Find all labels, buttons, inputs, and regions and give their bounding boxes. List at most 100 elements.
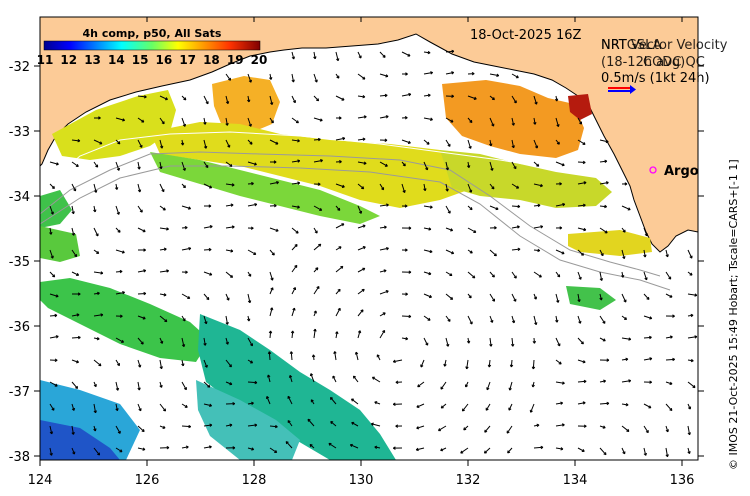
- velocity-vector: [511, 183, 519, 189]
- velocity-vector-head: [470, 207, 473, 210]
- velocity-vector: [416, 447, 425, 451]
- velocity-vector-head: [77, 139, 81, 142]
- velocity-vector: [555, 315, 558, 323]
- velocity-vector: [599, 205, 607, 208]
- velocity-vector-head: [293, 79, 295, 83]
- velocity-vector-head: [76, 360, 79, 363]
- velocity-vector-head: [351, 422, 354, 425]
- velocity-vector-head: [270, 287, 273, 290]
- velocity-vector-head: [316, 286, 320, 289]
- velocity-vector: [577, 337, 584, 345]
- velocity-vector: [159, 227, 169, 230]
- velocity-vector-head: [582, 203, 586, 206]
- velocity-vector: [555, 359, 562, 365]
- velocity-vector-head: [583, 181, 587, 183]
- velocity-vector: [115, 117, 125, 121]
- scale-label: 0.5m/s (1kt 24h): [601, 71, 710, 86]
- velocity-vector-head: [625, 316, 628, 320]
- velocity-vector: [269, 181, 279, 185]
- velocity-vector: [489, 161, 493, 171]
- velocity-vector-head: [229, 382, 233, 385]
- velocity-vector-head: [142, 119, 145, 123]
- velocity-vector: [49, 381, 58, 387]
- velocity-vector-head: [333, 351, 336, 354]
- velocity-vector: [269, 117, 274, 124]
- velocity-vector-head: [540, 183, 543, 187]
- velocity-vector-head: [670, 381, 673, 385]
- velocity-vector: [291, 205, 300, 208]
- velocity-vector: [203, 161, 209, 168]
- velocity-vector-head: [267, 351, 270, 355]
- velocity-vector-head: [429, 294, 432, 298]
- velocity-vector: [225, 293, 230, 301]
- velocity-vector: [621, 447, 626, 455]
- velocity-vector: [533, 95, 538, 105]
- velocity-vector: [555, 271, 561, 278]
- velocity-vector-head: [317, 98, 320, 101]
- sst-patch-teal-diag: [198, 314, 396, 460]
- velocity-vector-head: [120, 314, 123, 317]
- velocity-vector: [247, 447, 254, 450]
- velocity-vector-head: [465, 385, 469, 388]
- velocity-vector: [687, 447, 691, 454]
- velocity-vector-head: [468, 340, 471, 344]
- velocity-vector: [687, 381, 696, 388]
- velocity-vector-head: [562, 251, 565, 254]
- velocity-vector-head: [184, 167, 186, 171]
- velocity-vector: [225, 95, 229, 104]
- velocity-vector: [225, 424, 233, 427]
- velocity-vector: [555, 402, 563, 405]
- velocity-vector-head: [276, 228, 279, 232]
- velocity-vector: [247, 337, 253, 347]
- velocity-vector: [423, 315, 431, 321]
- velocity-vector-head: [250, 141, 253, 145]
- velocity-vector-head: [166, 227, 169, 230]
- velocity-title: NRT Vector Velocity: [601, 38, 728, 53]
- velocity-vector: [291, 160, 300, 163]
- velocity-vector-head: [536, 423, 540, 426]
- velocity-vector-head: [672, 357, 675, 360]
- velocity-vector-head: [583, 227, 587, 231]
- velocity-vector: [269, 227, 279, 232]
- velocity-vector: [290, 351, 293, 361]
- velocity-vector: [313, 117, 323, 121]
- velocity-vector-head: [50, 231, 53, 235]
- velocity-vector-head: [582, 160, 586, 163]
- velocity-vector: [467, 139, 472, 149]
- velocity-vector-head: [385, 74, 389, 77]
- velocity-vector: [225, 271, 233, 278]
- velocity-vector: [489, 117, 495, 127]
- velocity-vector-head: [517, 204, 521, 208]
- velocity-vector-head: [138, 166, 141, 170]
- velocity-vector: [247, 381, 257, 384]
- velocity-vector: [203, 381, 211, 388]
- velocity-vector: [269, 425, 278, 428]
- velocity-vector-head: [254, 423, 258, 426]
- velocity-vector-head: [513, 122, 515, 126]
- velocity-vector-head: [73, 407, 76, 411]
- velocity-vector-head: [232, 446, 236, 449]
- velocity-vector: [643, 403, 652, 409]
- velocity-vector: [93, 249, 99, 254]
- sst-patch-cyan-mid: [196, 380, 300, 460]
- velocity-vector: [269, 330, 272, 339]
- y-tick-label: -37: [9, 385, 30, 400]
- velocity-vector-head: [95, 410, 97, 414]
- velocity-vector: [467, 227, 477, 233]
- velocity-vector: [507, 447, 513, 454]
- velocity-vector: [137, 447, 146, 451]
- velocity-vector: [665, 249, 669, 257]
- velocity-vector-head: [393, 361, 396, 364]
- velocity-vector-head: [474, 96, 477, 100]
- x-tick-label: 134: [563, 473, 588, 488]
- velocity-subtitle: (18-12h avg): [601, 55, 685, 70]
- velocity-vector-head: [471, 71, 475, 75]
- velocity-vector: [687, 336, 697, 339]
- velocity-vector: [355, 352, 359, 361]
- velocity-vector: [467, 95, 477, 100]
- velocity-vector-head: [205, 145, 208, 149]
- velocity-vector-head: [428, 271, 432, 275]
- velocity-vector: [159, 403, 166, 412]
- velocity-vector-head: [395, 425, 399, 428]
- velocity-vector: [599, 271, 603, 281]
